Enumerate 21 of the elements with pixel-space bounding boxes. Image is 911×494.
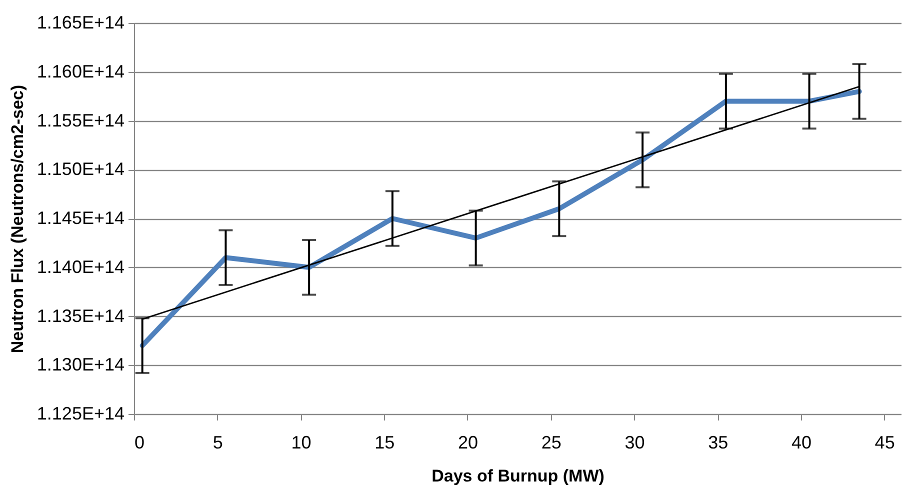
y-tick-label: 1.155E+14 — [36, 110, 124, 130]
x-tick-label: 35 — [708, 432, 728, 452]
x-tick-label: 45 — [874, 432, 895, 452]
y-tick-label: 1.150E+14 — [36, 159, 124, 180]
x-tick-label: 20 — [458, 432, 478, 452]
x-tick-label: 10 — [291, 432, 312, 452]
y-tick-label: 1.125E+14 — [36, 404, 124, 424]
x-axis-title: Days of Burnup (MW) — [432, 466, 604, 486]
y-tick-label: 1.145E+14 — [36, 208, 124, 228]
x-tick-label: 25 — [541, 432, 562, 452]
y-tick-label: 1.135E+14 — [36, 306, 124, 326]
y-axis-title: Neutron Flux (Neutrons/cm2-sec) — [8, 84, 27, 354]
y-tick-label: 1.140E+14 — [36, 256, 124, 277]
y-tick-label: 1.165E+14 — [36, 12, 124, 32]
x-tick-label: 15 — [374, 432, 395, 452]
x-tick-label: 0 — [134, 432, 145, 452]
x-tick-label: 30 — [624, 432, 645, 452]
y-tick-label: 1.130E+14 — [36, 354, 124, 375]
y-tick-label: 1.160E+14 — [36, 61, 124, 82]
x-tick-label: 5 — [212, 432, 223, 452]
x-tick-label: 40 — [791, 432, 812, 452]
